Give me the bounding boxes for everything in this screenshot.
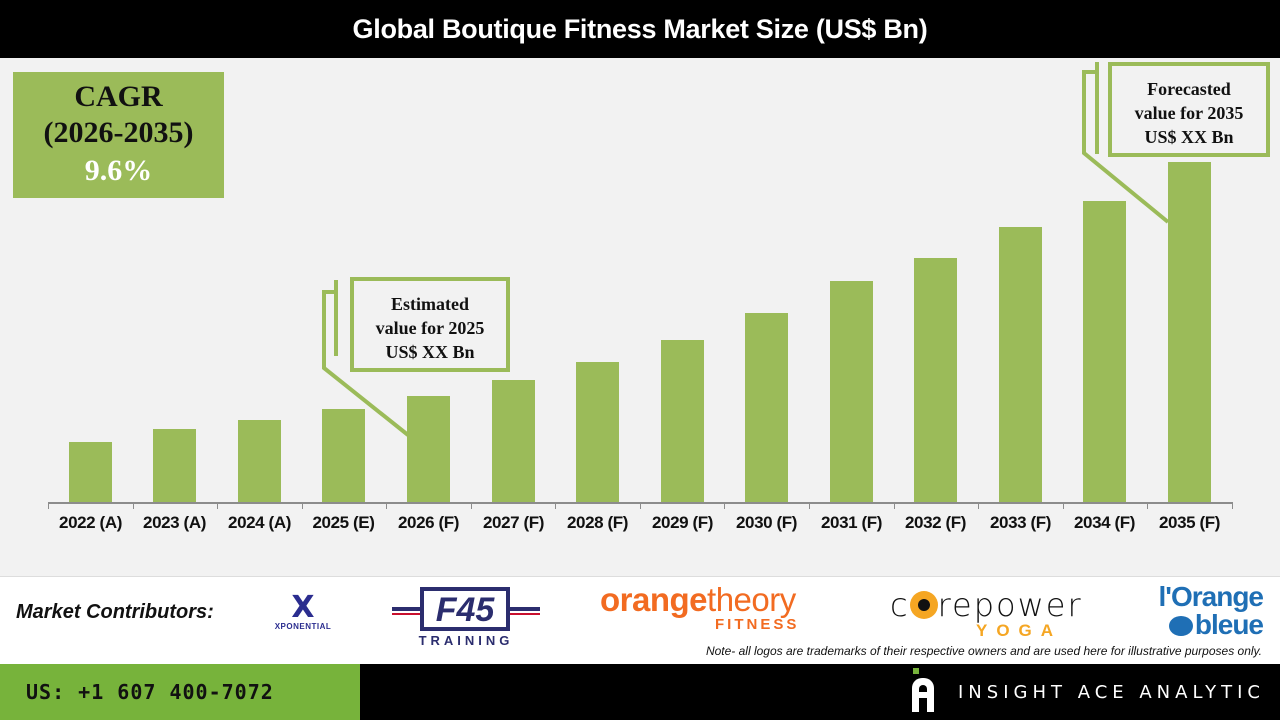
callout-line: US$ XX Bn bbox=[1144, 127, 1234, 147]
x-axis-tick bbox=[133, 502, 134, 509]
chart-title: Global Boutique Fitness Market Size (US$… bbox=[352, 13, 928, 44]
x-axis-tick bbox=[978, 502, 979, 509]
bar-2022 bbox=[69, 442, 112, 502]
lorange-line1: l'Orange bbox=[1158, 581, 1264, 612]
bar-2030 bbox=[745, 313, 788, 502]
callout-line: Estimated bbox=[391, 294, 469, 314]
x-axis-tick bbox=[809, 502, 810, 509]
bar-2024 bbox=[238, 420, 281, 502]
bar-2027 bbox=[492, 380, 535, 502]
market-contributors-section: Market Contributors: X XPONENTIAL F45 TR… bbox=[0, 576, 1280, 664]
orangetheory-logo: orangetheory FITNESS bbox=[600, 581, 835, 636]
x-axis-tick bbox=[48, 502, 49, 509]
x-axis-label: 2028 (F) bbox=[566, 513, 629, 532]
x-axis-label: 2023 (A) bbox=[143, 513, 206, 532]
cp-pre: c bbox=[890, 586, 910, 624]
x-axis-label: 2024 (A) bbox=[228, 513, 291, 532]
x-axis-tick bbox=[894, 502, 895, 509]
callout-line: Forecasted bbox=[1147, 79, 1231, 99]
orangetheory-sub: FITNESS bbox=[715, 616, 800, 633]
corepower-o-icon bbox=[909, 591, 938, 619]
f45-mark: F45 bbox=[420, 587, 510, 631]
bar-2032 bbox=[914, 258, 957, 502]
otf-bold: orange bbox=[600, 581, 708, 618]
x-axis-tick bbox=[302, 502, 303, 509]
xponential-logo: X XPONENTIAL bbox=[258, 590, 348, 634]
lorange-bleue-logo: l'Orange bleue bbox=[1128, 581, 1264, 641]
bar-2033 bbox=[999, 227, 1042, 502]
trademark-note: Note- all logos are trademarks of their … bbox=[705, 644, 1262, 658]
corepower-yoga-logo: c repower YOGA bbox=[890, 587, 1090, 642]
x-axis-label: 2022 (A) bbox=[59, 513, 122, 532]
x-axis-tick bbox=[1063, 502, 1064, 509]
corepower-sub: YOGA bbox=[976, 621, 1063, 640]
orangetheory-wordmark: orangetheory bbox=[600, 581, 835, 619]
callout-line: value for 2025 bbox=[375, 318, 485, 338]
callout-line: value for 2035 bbox=[1134, 103, 1244, 123]
x-axis-tick bbox=[555, 502, 556, 509]
x-axis-label: 2034 (F) bbox=[1073, 513, 1136, 532]
cagr-label: CAGR bbox=[74, 80, 163, 113]
insight-ace-logo-icon bbox=[912, 668, 934, 712]
bar-2029 bbox=[661, 340, 704, 502]
cagr-badge: CAGR (2026-2035) 9.6% bbox=[13, 72, 224, 198]
contributors-label: Market Contributors: bbox=[16, 601, 214, 623]
orange-fruit-icon bbox=[1168, 616, 1193, 636]
xponential-wordmark: XPONENTIAL bbox=[274, 622, 332, 631]
x-axis-tick bbox=[724, 502, 725, 509]
x-axis-label: 2027 (F) bbox=[482, 513, 545, 532]
f45-training-logo: F45 TRAINING bbox=[392, 587, 540, 648]
x-axis-tick bbox=[1147, 502, 1148, 509]
x-axis-label: 2033 (F) bbox=[989, 513, 1052, 532]
callout-estimated-2025: Estimated value for 2025 US$ XX Bn bbox=[350, 277, 510, 372]
brand-name: INSIGHT ACE ANALYTIC bbox=[958, 682, 1265, 703]
x-axis-label: 2030 (F) bbox=[735, 513, 798, 532]
x-axis-tick bbox=[640, 502, 641, 509]
otf-light: theory bbox=[707, 581, 796, 618]
bar-2028 bbox=[576, 362, 619, 502]
x-axis-label: 2026 (F) bbox=[397, 513, 460, 532]
footer-phone-bar: US: +1 607 400-7072 bbox=[0, 664, 360, 720]
x-axis-label: 2025 (E) bbox=[312, 513, 375, 532]
cagr-period: (2026-2035) bbox=[43, 116, 194, 149]
x-axis-label: 2029 (F) bbox=[651, 513, 714, 532]
x-axis-label: 2035 (F) bbox=[1158, 513, 1221, 532]
x-axis-label: 2032 (F) bbox=[904, 513, 967, 532]
corepower-wordmark: c repower bbox=[890, 587, 1090, 623]
bar-2035 bbox=[1168, 162, 1211, 502]
phone-number[interactable]: US: +1 607 400-7072 bbox=[26, 680, 274, 704]
bar-2023 bbox=[153, 429, 196, 502]
cagr-value: 9.6% bbox=[84, 154, 153, 187]
xponential-x-icon: X bbox=[291, 590, 315, 625]
bar-2026 bbox=[407, 396, 450, 502]
x-axis-tick bbox=[217, 502, 218, 509]
bar-2034 bbox=[1083, 201, 1126, 502]
f45-wordmark: TRAINING bbox=[418, 633, 514, 648]
lorange-line2: bleue bbox=[1128, 609, 1264, 640]
cp-post: repower bbox=[937, 586, 1083, 624]
title-bar: Global Boutique Fitness Market Size (US$… bbox=[0, 0, 1280, 58]
bar-2031 bbox=[830, 281, 873, 502]
footer-brand-bar: INSIGHT ACE ANALYTIC bbox=[360, 664, 1280, 720]
x-axis-tick bbox=[386, 502, 387, 509]
x-axis-label: 2031 (F) bbox=[820, 513, 883, 532]
callout-line: US$ XX Bn bbox=[385, 342, 475, 362]
callout-forecasted-2035: Forecasted value for 2035 US$ XX Bn bbox=[1108, 62, 1270, 157]
x-axis-tick bbox=[1232, 502, 1233, 509]
x-axis-tick bbox=[471, 502, 472, 509]
lorange-bleue-text: bleue bbox=[1194, 609, 1264, 640]
bar-2025 bbox=[322, 409, 365, 502]
